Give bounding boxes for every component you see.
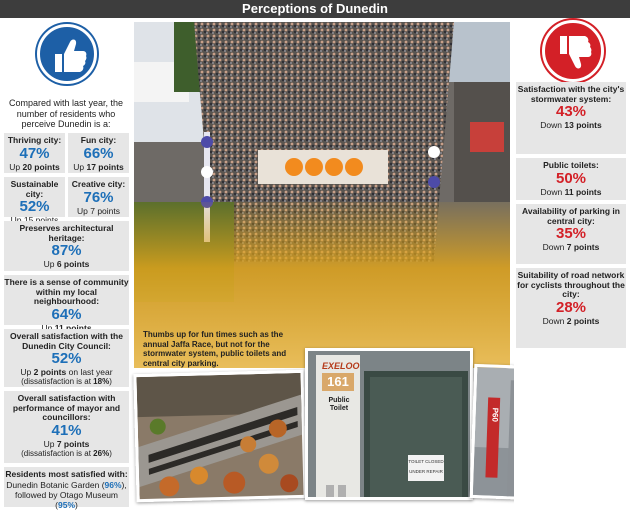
- crowd-illustration: [134, 22, 510, 368]
- stat-card-community: There is a sense of community within my …: [4, 275, 129, 333]
- change-prefix: Up: [20, 367, 32, 377]
- change-prefix: Up: [73, 161, 85, 172]
- stat-label: There is a sense of community within my …: [4, 277, 129, 306]
- stat-card-sustainable: Sustainable city: 52% Up 15 points: [4, 177, 65, 225]
- stat-card-stormwater: Satisfaction with the city's stormwater …: [516, 82, 626, 154]
- change-points: 2 points: [33, 367, 67, 377]
- page-title: Perceptions of Dunedin: [0, 0, 630, 18]
- stat-card-council: Overall satisfaction with the Dunedin Ci…: [4, 329, 129, 387]
- change-points: 20 points: [22, 161, 60, 172]
- residents-line2-prefix: followed by Otago Museum (: [15, 489, 118, 510]
- residents-line1-prefix: Dunedin Botanic Garden (: [6, 479, 105, 490]
- stat-label: Public toilets:: [543, 160, 599, 170]
- thumbs-up-badge: [37, 24, 97, 84]
- negative-panel: Satisfaction with the city's stormwater …: [514, 18, 630, 512]
- stat-label: Preserves architectural heritage:: [19, 223, 114, 243]
- public-toilet-photo: EXELOO 161 Public Toilet TOILET CLOSED U…: [305, 348, 473, 500]
- change-prefix: Up: [43, 438, 55, 449]
- stat-value: 52%: [51, 350, 82, 367]
- stat-label: Suitability of road network for cyclists…: [517, 270, 625, 299]
- stat-card-mayor: Overall satisfaction with performance of…: [4, 391, 129, 463]
- change-points: 13 points: [564, 120, 602, 130]
- change-text: Up 7 points: [77, 205, 120, 216]
- stat-value: 64%: [51, 305, 82, 323]
- change-points: 11 points: [54, 322, 92, 333]
- toilet-brand-label: EXELOO: [322, 361, 360, 371]
- note-value: 26%: [93, 448, 110, 458]
- stat-card-creative: Creative city: 76% Up 7 points: [68, 177, 129, 217]
- stat-card-parking: Availability of parking in central city:…: [516, 204, 626, 264]
- change-prefix: Up: [41, 322, 53, 333]
- stat-value: 28%: [555, 298, 587, 316]
- stat-value: 41%: [51, 421, 82, 439]
- stat-value: 47%: [19, 144, 50, 162]
- thumbs-down-icon: [560, 36, 592, 69]
- stat-label: Sustainable city:: [10, 179, 59, 199]
- photo-caption: Thumbs up for fun times such as the annu…: [143, 330, 287, 368]
- note-value: 18%: [93, 377, 110, 386]
- change-points: 2 points: [566, 315, 600, 326]
- change-prefix: Down: [540, 186, 563, 197]
- stat-label: Residents most satisfied with:: [5, 469, 128, 479]
- stat-label: Satisfaction with the city's stormwater …: [517, 84, 625, 104]
- jaffa-race-photo: [134, 22, 510, 368]
- positive-panel: Compared with last year, the number of r…: [0, 18, 132, 512]
- note-prefix: (dissatisfaction is at: [21, 448, 91, 458]
- change-points: 6 points: [56, 259, 90, 269]
- stat-card-heritage: Preserves architectural heritage: 87% Up…: [4, 221, 129, 271]
- toilet-notice-line1: TOILET CLOSED: [408, 459, 444, 464]
- stat-value: 35%: [555, 225, 587, 242]
- residents-line2-suffix: ): [75, 499, 78, 510]
- change-points: 17 points: [86, 161, 124, 172]
- stat-value: 87%: [51, 242, 82, 259]
- stat-card-cyclists: Suitability of road network for cyclists…: [516, 268, 626, 348]
- change-prefix: Down: [542, 242, 565, 252]
- toilet-number-label: 161: [322, 373, 354, 391]
- change-suffix: on last year: [68, 367, 113, 377]
- change-prefix: Up: [9, 161, 21, 172]
- thumbs-down-badge: [542, 20, 604, 82]
- intro-text: Compared with last year, the number of r…: [8, 98, 124, 129]
- stat-label: Fun city:: [80, 135, 117, 145]
- residents-line1-value: 96%: [104, 479, 122, 490]
- change-text: Up 15 points: [10, 215, 59, 225]
- stat-value: 50%: [555, 169, 587, 187]
- change-points: 7 points: [566, 242, 600, 252]
- drain-illustration: [136, 372, 307, 503]
- change-prefix: Down: [542, 315, 565, 326]
- change-prefix: Down: [540, 120, 563, 130]
- residents-line2-value: 95%: [57, 499, 75, 510]
- stat-card-thriving: Thriving city: 47% Up 20 points: [4, 133, 65, 173]
- stat-card-fun: Fun city: 66% Up 17 points: [68, 133, 129, 173]
- stat-value: 66%: [83, 144, 114, 162]
- stat-label: Creative city:: [71, 179, 126, 189]
- residents-line1-suffix: ),: [121, 479, 127, 490]
- change-points: 7 points: [56, 438, 90, 449]
- stat-value: 52%: [19, 198, 50, 215]
- toilet-heading-label: Public Toilet: [328, 397, 350, 412]
- toilet-notice-line2: UNDER REPAIR: [409, 469, 443, 474]
- stat-card-toilets: Public toilets: 50% Down 11 points: [516, 158, 626, 200]
- stat-value: 76%: [83, 188, 114, 206]
- stormwater-drain-photo: [133, 369, 307, 503]
- note-prefix: (dissatisfaction is at: [21, 377, 91, 386]
- change-points: 11 points: [564, 186, 602, 197]
- note-suffix: ): [109, 448, 112, 458]
- parking-sign-label: P60: [490, 407, 500, 423]
- stat-card-residents: Residents most satisfied with: Dunedin B…: [4, 467, 129, 510]
- stat-label: Overall satisfaction with performance of…: [12, 393, 121, 422]
- change-prefix: Up: [43, 259, 55, 269]
- note-suffix: ): [109, 377, 112, 386]
- stat-label: Overall satisfaction with the Dunedin Ci…: [10, 331, 123, 351]
- thumbs-up-icon: [55, 39, 87, 72]
- stat-label: Thriving city:: [7, 135, 62, 145]
- stat-value: 43%: [555, 103, 587, 120]
- stat-label: Availability of parking in central city:: [522, 206, 620, 226]
